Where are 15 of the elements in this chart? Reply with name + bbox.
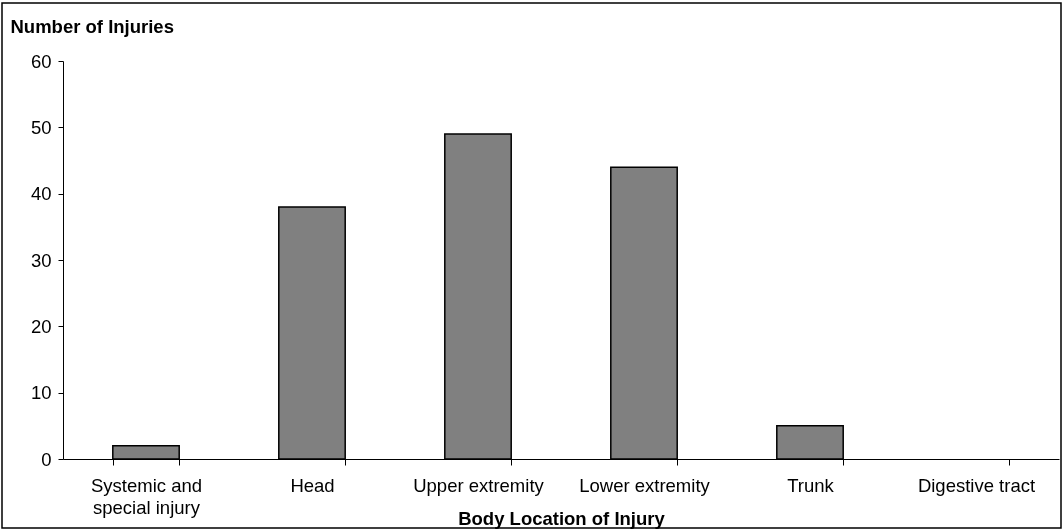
y-tick-label: 10: [30, 382, 52, 404]
x-axis-title: Body Location of Injury: [458, 507, 666, 529]
y-axis-title: Number of Injuries: [10, 15, 174, 37]
y-tick-label: 60: [30, 50, 52, 72]
y-tick-label: 0: [41, 448, 52, 470]
x-tick-label: Digestive tract: [917, 474, 1036, 496]
y-tick-label: 40: [30, 183, 52, 205]
x-tick-label: Head: [290, 474, 335, 496]
y-tick-label: 50: [30, 116, 52, 138]
x-tick-label: Systemic and special injury: [90, 474, 203, 518]
x-tick-label: Trunk: [787, 474, 835, 496]
x-tick-label: Lower extremity: [579, 474, 711, 496]
y-tick-label: 30: [30, 249, 52, 271]
y-tick-label: 20: [30, 315, 52, 337]
x-tick-label: Upper extremity: [413, 474, 545, 496]
